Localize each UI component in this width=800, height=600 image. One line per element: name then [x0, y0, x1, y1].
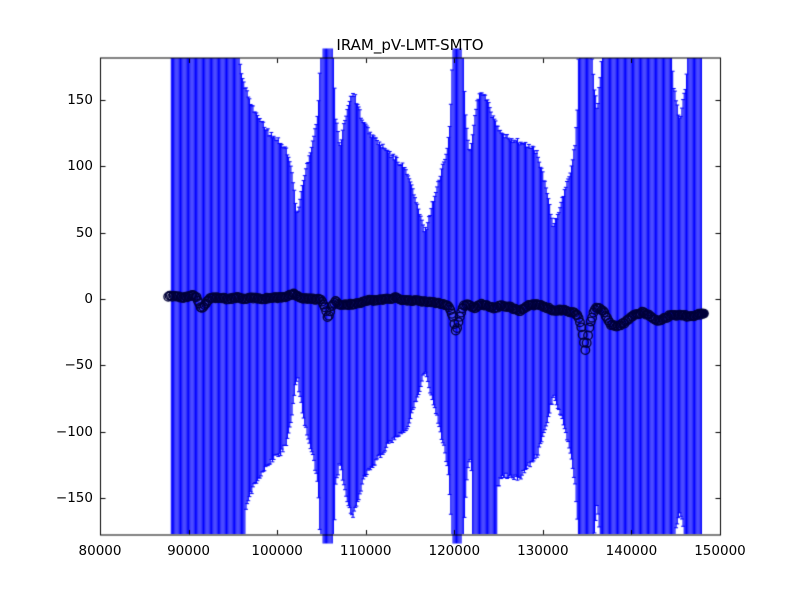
x-tick-label: 100000 [251, 543, 303, 559]
y-tick-label: 50 [75, 224, 93, 241]
y-tick-label: 0 [84, 291, 93, 307]
y-tick-label: −50 [64, 357, 94, 374]
y-tick-label: −150 [55, 490, 93, 506]
x-tick-label: 110000 [339, 543, 392, 559]
x-tick-label: 80000 [78, 543, 122, 559]
x-tick-label: 130000 [517, 543, 569, 559]
y-tick-label: 150 [67, 91, 93, 108]
x-tick-label: 150000 [694, 543, 746, 559]
chart-title: IRAM_pV-LMT-SMTO [336, 36, 484, 54]
x-tick-label: 90000 [167, 543, 211, 559]
x-tick-label: 120000 [428, 543, 481, 559]
x-tick-label: 140000 [605, 543, 658, 559]
y-tick-label: −100 [55, 423, 93, 440]
y-tick-label: 100 [67, 158, 93, 175]
